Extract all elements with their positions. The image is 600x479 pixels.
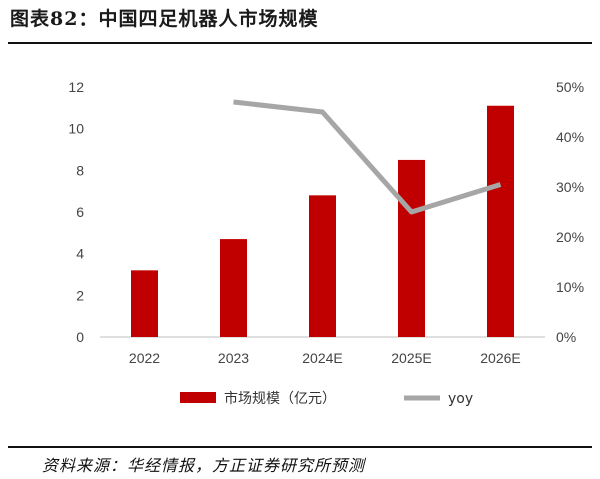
bar bbox=[220, 239, 247, 337]
right-axis-ticks: 0% 10% 20% 30% 40% 50% bbox=[556, 79, 584, 345]
left-tick-label: 12 bbox=[68, 79, 84, 95]
bar bbox=[398, 159, 425, 337]
legend-bar-label: 市场规模（亿元） bbox=[224, 390, 336, 407]
bar bbox=[131, 270, 158, 337]
bottom-rule bbox=[8, 446, 592, 448]
right-tick-label: 40% bbox=[556, 129, 584, 145]
left-tick-label: 4 bbox=[76, 246, 84, 262]
x-tick-label: 2022 bbox=[129, 350, 160, 366]
legend-bar-swatch bbox=[180, 392, 216, 403]
x-tick-label: 2024E bbox=[302, 350, 342, 366]
left-tick-label: 8 bbox=[76, 162, 84, 178]
source-note: 资料来源：华经情报，方正证券研究所预测 bbox=[42, 456, 366, 475]
x-tick-label: 2023 bbox=[218, 350, 249, 366]
yoy-line bbox=[233, 99, 502, 215]
bar bbox=[309, 195, 336, 337]
figure-title: 图表82：中国四足机器人市场规模 bbox=[10, 8, 319, 30]
bar-series bbox=[131, 105, 514, 337]
left-tick-label: 2 bbox=[76, 287, 84, 303]
legend-line-label: yoy bbox=[448, 391, 473, 407]
bar bbox=[487, 105, 514, 337]
x-axis-ticks: 2022 2023 2024E 2025E 2026E bbox=[129, 350, 521, 366]
right-tick-label: 30% bbox=[556, 179, 584, 195]
right-tick-label: 0% bbox=[556, 329, 576, 345]
left-axis-ticks: 0 2 4 6 8 10 12 bbox=[68, 79, 84, 345]
right-tick-label: 50% bbox=[556, 79, 584, 95]
x-tick-label: 2025E bbox=[391, 350, 431, 366]
legend: 市场规模（亿元） yoy bbox=[180, 390, 473, 407]
right-tick-label: 20% bbox=[556, 229, 584, 245]
left-tick-label: 0 bbox=[76, 329, 84, 345]
top-rule bbox=[8, 42, 592, 44]
left-tick-label: 10 bbox=[68, 121, 84, 137]
right-tick-label: 10% bbox=[556, 279, 584, 295]
left-tick-label: 6 bbox=[76, 204, 84, 220]
x-tick-label: 2026E bbox=[480, 350, 520, 366]
